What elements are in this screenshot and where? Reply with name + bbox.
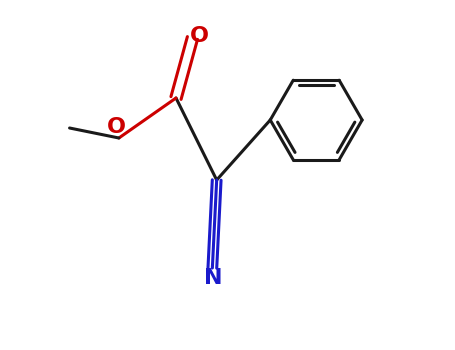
- Text: O: O: [107, 117, 126, 137]
- Text: N: N: [204, 268, 222, 288]
- Text: O: O: [190, 26, 208, 46]
